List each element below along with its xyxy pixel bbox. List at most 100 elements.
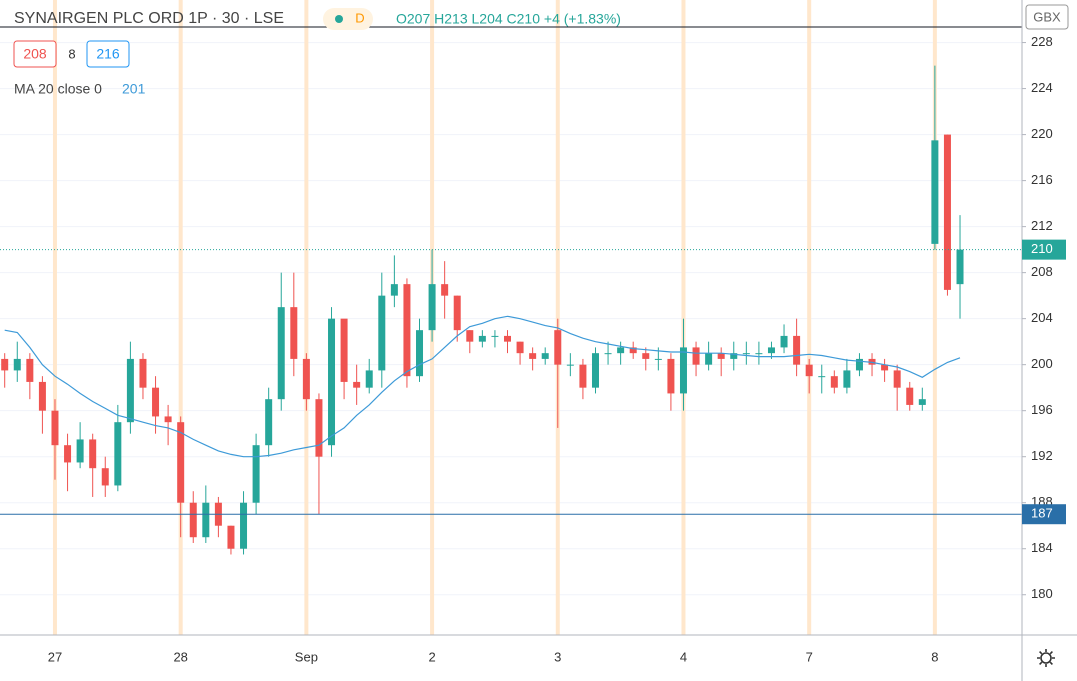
candle-body (717, 353, 725, 359)
x-tick-label: Sep (295, 649, 318, 664)
x-tick-label: 27 (48, 649, 62, 664)
candle-body (328, 318, 336, 446)
currency: GBX (1033, 9, 1061, 24)
y-tick-label: 220 (1031, 126, 1053, 141)
candle-body (252, 445, 260, 503)
candle-body (566, 364, 574, 366)
y-tick-label: 208 (1031, 264, 1053, 279)
candle-body (805, 364, 813, 377)
candle-body (504, 335, 511, 342)
bid: 208 (23, 46, 47, 62)
candle-body (767, 347, 775, 354)
candle-body (654, 358, 662, 360)
x-tick-label: 28 (173, 649, 187, 664)
candle-body (1, 358, 9, 371)
last-price-label: 210 (1031, 241, 1053, 256)
candle-body (491, 335, 499, 337)
ma-legend: MA 20 close 0 (14, 81, 102, 97)
candle-body (830, 376, 838, 388)
candle-body (868, 358, 876, 365)
candle-body (101, 468, 109, 486)
candle-body (705, 353, 713, 365)
candle-body (126, 358, 134, 423)
candle-body (931, 140, 939, 244)
candle-body (453, 295, 461, 331)
candle-body (227, 525, 235, 549)
candle-body (692, 347, 700, 365)
candle-body (730, 353, 738, 359)
candle-body (642, 353, 650, 359)
candle-body (441, 284, 449, 296)
candle-body (89, 439, 97, 469)
candle-body (529, 353, 537, 359)
ask: 216 (96, 46, 120, 62)
currency-box[interactable] (1025, 4, 1069, 30)
candle-body (202, 502, 210, 538)
candle-body (893, 370, 901, 388)
candle-body (403, 284, 411, 377)
y-tick-label: 204 (1031, 310, 1053, 325)
price-line-label: 187 (1031, 506, 1053, 521)
x-tick-label: 2 (428, 649, 435, 664)
candle-body (365, 370, 373, 388)
y-tick-label: 228 (1031, 34, 1053, 49)
candle-body (742, 353, 750, 355)
candle-body (906, 387, 914, 405)
candle-body (302, 358, 310, 400)
candle-body (177, 422, 185, 503)
candle-body (139, 358, 147, 388)
y-tick-label: 184 (1031, 540, 1053, 555)
candle-body (918, 399, 926, 405)
candle-body (164, 416, 172, 423)
candle-body (315, 399, 323, 457)
bid-box[interactable] (13, 40, 57, 68)
spread: 8 (68, 46, 75, 61)
candle-body (554, 330, 562, 365)
candle-body (843, 370, 851, 388)
y-tick-label: 212 (1031, 218, 1053, 233)
x-tick-label: 3 (554, 649, 561, 664)
candle-body (478, 335, 486, 342)
candle-body (378, 295, 386, 371)
candle-body (38, 381, 46, 411)
candle-body (64, 445, 72, 463)
candle-body (541, 353, 549, 359)
ask-box[interactable] (86, 40, 130, 68)
y-tick-label: 180 (1031, 586, 1053, 601)
candle-body (855, 358, 863, 371)
y-tick-label: 192 (1031, 448, 1053, 463)
time-axis (0, 635, 1077, 681)
candle-body (390, 284, 398, 296)
candle-body (353, 381, 361, 388)
x-tick-label: 4 (680, 649, 687, 664)
interval-badge: D (355, 10, 364, 25)
candle-body (340, 318, 348, 382)
candle-body (579, 364, 587, 388)
candle-body (516, 341, 524, 354)
candle-body (428, 284, 436, 331)
ma-line (4, 315, 961, 458)
candle-body (679, 347, 687, 394)
candle-body (265, 399, 273, 446)
x-tick-label: 7 (806, 649, 813, 664)
candle-body (277, 307, 285, 400)
price-line-tag (1022, 504, 1066, 525)
candle-body (591, 353, 599, 388)
candle-body (604, 353, 612, 355)
marks (0, 65, 1022, 555)
candle-body (189, 502, 197, 538)
candle-body (13, 358, 21, 371)
candle-body (51, 410, 59, 446)
axes: 1801841881921962002042082122162202242282… (48, 34, 1066, 664)
settings-icon[interactable] (1037, 649, 1055, 667)
candle-body (793, 335, 801, 365)
candle-body (416, 330, 424, 377)
last-price-tag (1022, 239, 1066, 260)
candle-body (755, 353, 763, 355)
candle-body (881, 364, 889, 371)
y-tick-label: 216 (1031, 172, 1053, 187)
candle-body (667, 358, 675, 394)
candle-body (956, 249, 964, 285)
price-axis (1022, 0, 1077, 681)
